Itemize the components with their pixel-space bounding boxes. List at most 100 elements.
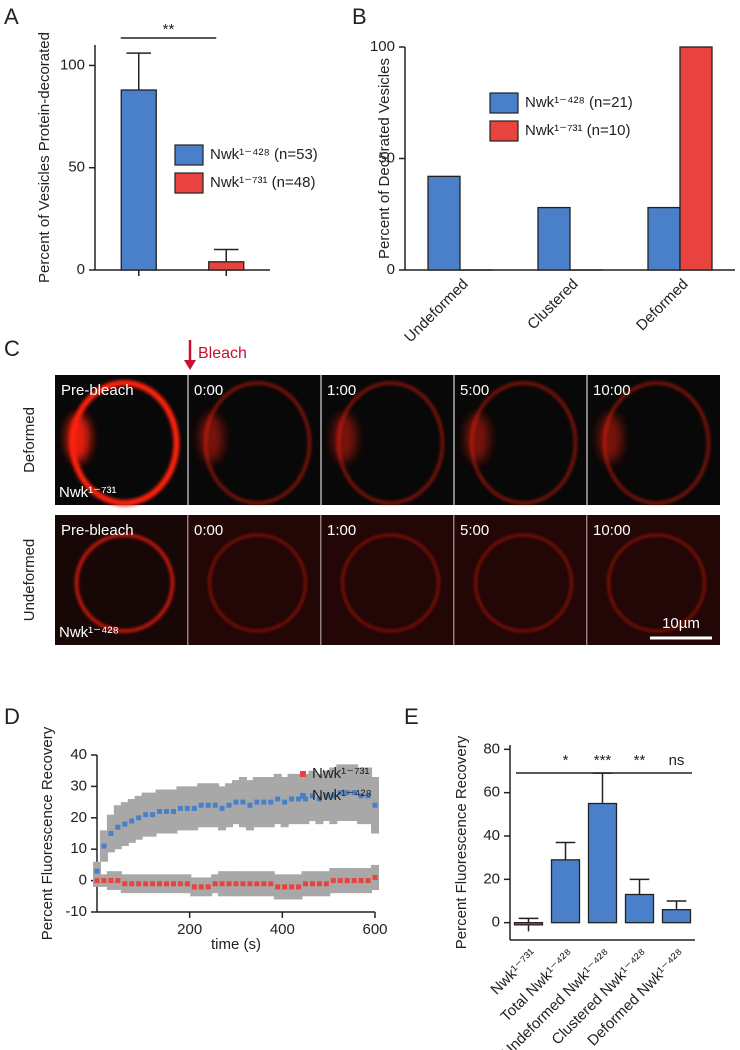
point bbox=[184, 805, 190, 811]
bar bbox=[427, 175, 461, 271]
point bbox=[330, 878, 336, 884]
point bbox=[122, 821, 128, 827]
bar bbox=[679, 46, 713, 271]
cell bbox=[66, 380, 180, 506]
legend-swatch bbox=[489, 92, 519, 114]
point bbox=[177, 881, 183, 887]
point bbox=[164, 809, 169, 815]
bar bbox=[550, 859, 581, 924]
point bbox=[191, 805, 197, 811]
frame-label: 1:00 bbox=[327, 522, 356, 539]
bar bbox=[537, 206, 571, 271]
bleach-arrowhead bbox=[184, 360, 196, 370]
point bbox=[351, 790, 357, 796]
y-tick-label: 30 bbox=[70, 777, 87, 794]
point bbox=[309, 793, 315, 799]
x-tick-label: 200 bbox=[177, 921, 202, 938]
legend-label: Nwk¹⁻⁴²⁸ bbox=[312, 787, 372, 804]
significance-label: ns bbox=[669, 752, 685, 769]
membrane bbox=[474, 534, 573, 632]
membrane bbox=[208, 534, 307, 632]
point bbox=[240, 799, 246, 805]
cell bbox=[199, 381, 311, 505]
point bbox=[233, 799, 239, 805]
point bbox=[219, 881, 225, 887]
cell bbox=[587, 515, 720, 645]
point bbox=[150, 881, 156, 887]
y-tick-label: 10 bbox=[70, 840, 87, 857]
row-label: Undeformed bbox=[21, 539, 38, 622]
point bbox=[330, 793, 336, 799]
point bbox=[233, 881, 239, 887]
point bbox=[129, 818, 135, 824]
point bbox=[289, 884, 295, 890]
deformation bbox=[598, 414, 623, 462]
point bbox=[198, 884, 204, 890]
y-tick-label: 80 bbox=[483, 740, 500, 757]
point bbox=[316, 881, 322, 887]
point bbox=[94, 878, 100, 884]
x-tick-label: Undeformed bbox=[401, 276, 471, 346]
deformation bbox=[465, 414, 490, 462]
y-axis-label: Percent Fluorescence Recovery bbox=[453, 735, 470, 949]
x-axis-label: time (s) bbox=[211, 936, 261, 953]
significance-label: * bbox=[563, 752, 569, 769]
point bbox=[344, 790, 350, 796]
legend-label: Nwk¹⁻⁴²⁸ (n=53) bbox=[210, 146, 318, 163]
point bbox=[177, 805, 183, 811]
y-tick-label: 20 bbox=[70, 809, 87, 826]
point bbox=[101, 878, 107, 884]
y-axis-label: Percent of Vesicles Protein-decorated bbox=[36, 32, 53, 283]
point bbox=[372, 802, 378, 808]
frame-label: Pre-bleach bbox=[61, 522, 134, 539]
point bbox=[129, 881, 135, 887]
significance-label: ** bbox=[634, 752, 646, 769]
panel-label: C bbox=[4, 336, 20, 361]
point bbox=[205, 884, 211, 890]
point bbox=[101, 843, 107, 849]
protein-label: Nwk¹⁻⁴²⁸ bbox=[59, 624, 119, 641]
y-tick-label: 0 bbox=[387, 261, 395, 278]
bleach-label: Bleach bbox=[198, 345, 247, 362]
x-tick-label: Deformed bbox=[633, 276, 692, 335]
membrane bbox=[607, 534, 706, 632]
point bbox=[247, 881, 253, 887]
point bbox=[344, 878, 350, 884]
membrane bbox=[341, 534, 440, 632]
point bbox=[115, 878, 121, 884]
point bbox=[108, 831, 114, 836]
y-tick-label: 40 bbox=[70, 746, 87, 763]
point bbox=[372, 874, 378, 880]
deformation bbox=[66, 414, 91, 462]
point bbox=[164, 881, 169, 887]
cell bbox=[188, 515, 321, 645]
point bbox=[198, 802, 204, 808]
point bbox=[143, 881, 149, 887]
legend-swatch bbox=[174, 172, 204, 194]
point bbox=[212, 802, 218, 808]
membrane bbox=[75, 533, 174, 633]
point bbox=[337, 878, 343, 884]
point bbox=[219, 805, 225, 811]
panel-label: D bbox=[4, 704, 20, 729]
legend-swatch bbox=[489, 120, 519, 142]
legend-label: Nwk¹⁻⁴²⁸ (n=21) bbox=[525, 94, 633, 111]
panel-label: B bbox=[352, 4, 367, 29]
point bbox=[268, 799, 274, 805]
point bbox=[108, 878, 114, 884]
point bbox=[289, 796, 295, 802]
bar bbox=[587, 802, 618, 924]
point bbox=[122, 881, 128, 887]
frame-label: 0:00 bbox=[194, 522, 223, 539]
y-tick-label: 20 bbox=[483, 870, 500, 887]
significance-label: *** bbox=[594, 752, 612, 769]
y-axis-label: Percent of Decorated Vesicles bbox=[376, 58, 393, 259]
point bbox=[337, 790, 343, 796]
point bbox=[157, 809, 163, 815]
significance-label: ** bbox=[163, 21, 175, 38]
y-tick-label: 100 bbox=[370, 38, 395, 55]
legend-label: Nwk¹⁻⁷³¹ (n=48) bbox=[210, 174, 315, 191]
point bbox=[170, 809, 176, 815]
legend-label: Nwk¹⁻⁷³¹ bbox=[312, 765, 370, 782]
